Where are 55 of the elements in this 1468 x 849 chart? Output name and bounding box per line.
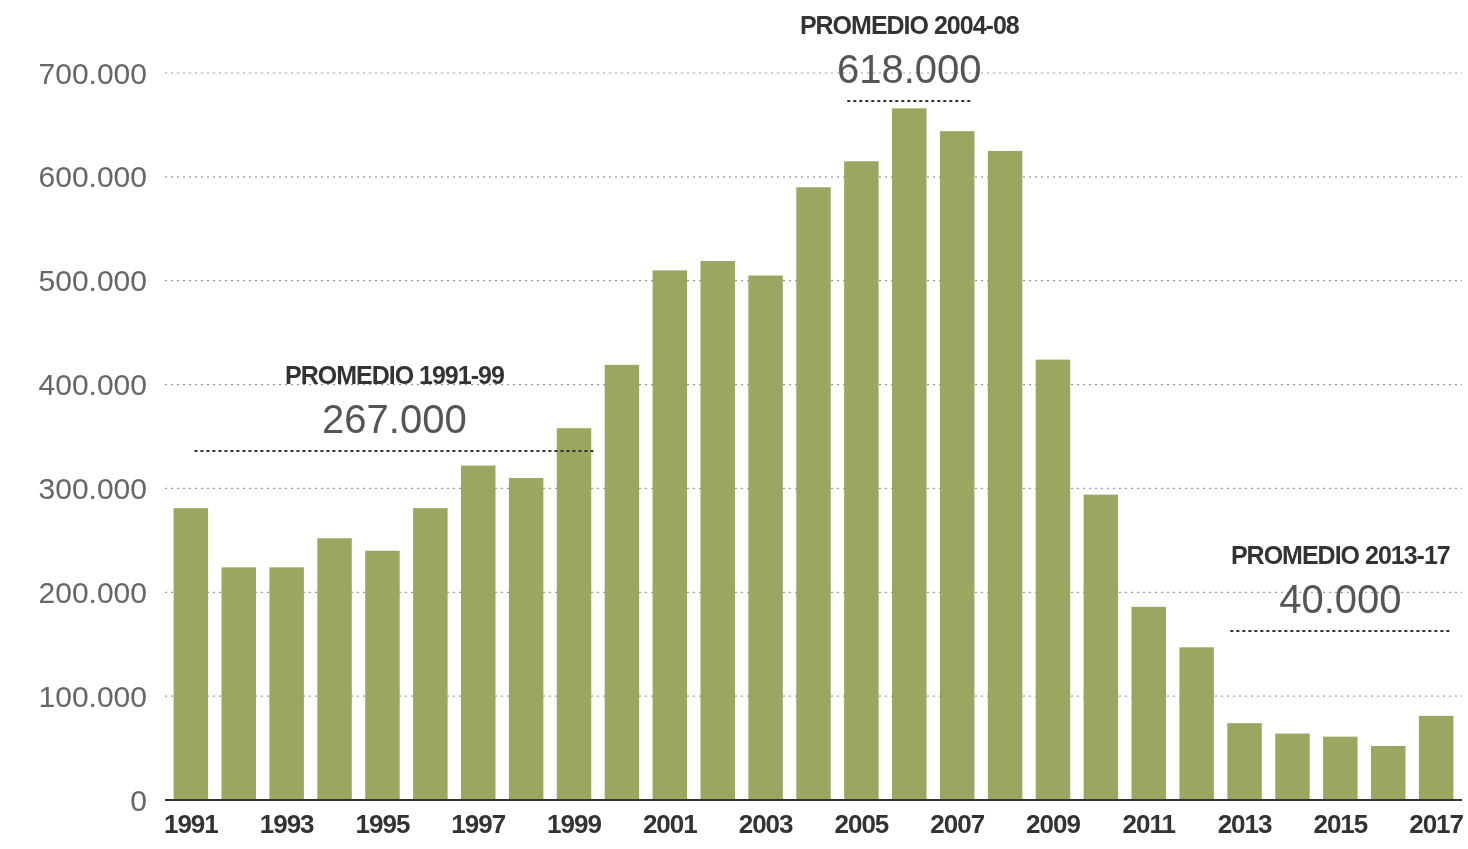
bar: [1035, 359, 1071, 800]
x-tick-label: 2017: [1409, 809, 1464, 839]
bar: [1227, 723, 1262, 800]
x-tick-label: 2003: [738, 809, 794, 839]
x-tick-label: 2013: [1217, 809, 1273, 839]
x-tick-label: 1999: [547, 809, 602, 839]
y-tick-label: 500.000: [38, 264, 147, 298]
bar: [556, 428, 592, 800]
bar: [413, 508, 448, 800]
bar: [1179, 647, 1214, 800]
bar: [1131, 606, 1166, 800]
bar: [1323, 736, 1358, 800]
x-tick-label: 1993: [259, 809, 315, 839]
annotation: 40.000: [1279, 577, 1402, 621]
x-tick-label: 2015: [1313, 809, 1368, 839]
y-tick-label: 200.000: [38, 575, 147, 609]
bar: [460, 465, 496, 800]
bar: [1371, 745, 1406, 800]
bar: [221, 567, 256, 800]
annotation: PROMEDIO 1991-99: [285, 360, 504, 389]
bar: [317, 538, 352, 800]
x-tick-label: 2009: [1026, 809, 1081, 839]
bar: [748, 275, 783, 800]
bar: [1083, 494, 1119, 800]
bar: [365, 550, 400, 800]
x-tick-label: 2011: [1122, 809, 1176, 839]
bar: [604, 364, 640, 800]
annotation: PROMEDIO 2013-17: [1230, 540, 1450, 569]
bar: [796, 187, 831, 800]
x-tick-label: 2001: [642, 809, 698, 839]
text: PROMEDIO 2004-08: [799, 10, 1020, 39]
bar: [173, 508, 209, 800]
x-tick-label: 1995: [355, 809, 410, 839]
annotation: 267.000: [322, 397, 467, 441]
y-tick-label: 700.000: [38, 56, 147, 90]
y-tick-label: 0: [130, 783, 147, 817]
bar: [939, 131, 975, 800]
x-tick-label: 1997: [451, 809, 506, 839]
bar: [987, 150, 1023, 800]
annotation: 618.000: [836, 47, 982, 91]
x-tick-label: 1991: [163, 809, 219, 839]
x-tick-label: 2007: [930, 809, 985, 839]
x-tick-label: 2005: [834, 809, 889, 839]
y-tick-label: 300.000: [38, 471, 147, 505]
bar: [1275, 733, 1310, 800]
bar: [269, 567, 304, 800]
y-tick-label: 100.000: [38, 679, 147, 713]
bar: [1418, 715, 1454, 800]
bar: [652, 270, 688, 800]
bar: [892, 108, 927, 800]
y-tick-label: 400.000: [38, 368, 147, 402]
bar: [700, 260, 735, 800]
bar: [508, 478, 544, 800]
y-tick-label: 600.000: [38, 160, 147, 194]
bar: [844, 161, 879, 800]
